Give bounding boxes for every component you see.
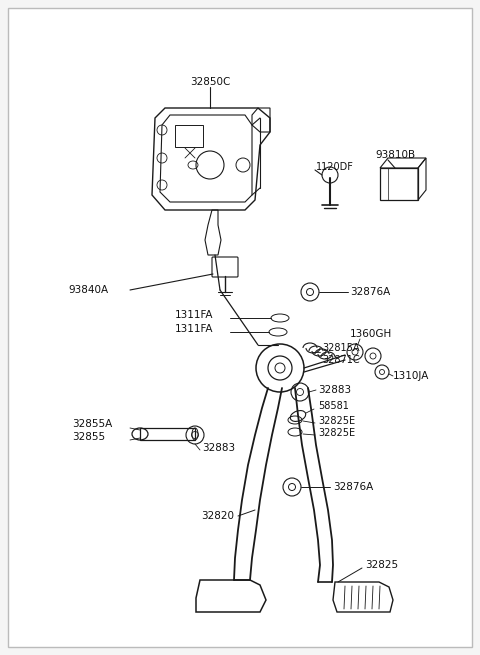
Text: 32876A: 32876A [350, 287, 390, 297]
Text: 1311FA: 1311FA [175, 310, 214, 320]
Text: 32820: 32820 [201, 511, 234, 521]
Text: 32850C: 32850C [190, 77, 230, 87]
Text: 1360GH: 1360GH [350, 329, 392, 339]
Text: 32855A: 32855A [72, 419, 112, 429]
Bar [175, 125, 203, 147]
Text: 32855: 32855 [72, 432, 105, 442]
Text: 32815A: 32815A [322, 343, 360, 353]
Text: 32825E: 32825E [318, 428, 355, 438]
Text: 32883: 32883 [318, 385, 351, 395]
Text: 32883: 32883 [202, 443, 235, 453]
Text: 58581: 58581 [318, 401, 349, 411]
Text: 32825: 32825 [365, 560, 398, 570]
Text: 1311FA: 1311FA [175, 324, 214, 334]
Text: 93840A: 93840A [68, 285, 108, 295]
Text: 32871C: 32871C [322, 355, 360, 365]
Bar [380, 168, 418, 200]
Text: 32825E: 32825E [318, 416, 355, 426]
Text: 32876A: 32876A [333, 482, 373, 492]
Text: 1120DF: 1120DF [316, 162, 354, 172]
Bar [140, 428, 195, 440]
Text: 93810B: 93810B [375, 150, 415, 160]
Text: 1310JA: 1310JA [393, 371, 430, 381]
